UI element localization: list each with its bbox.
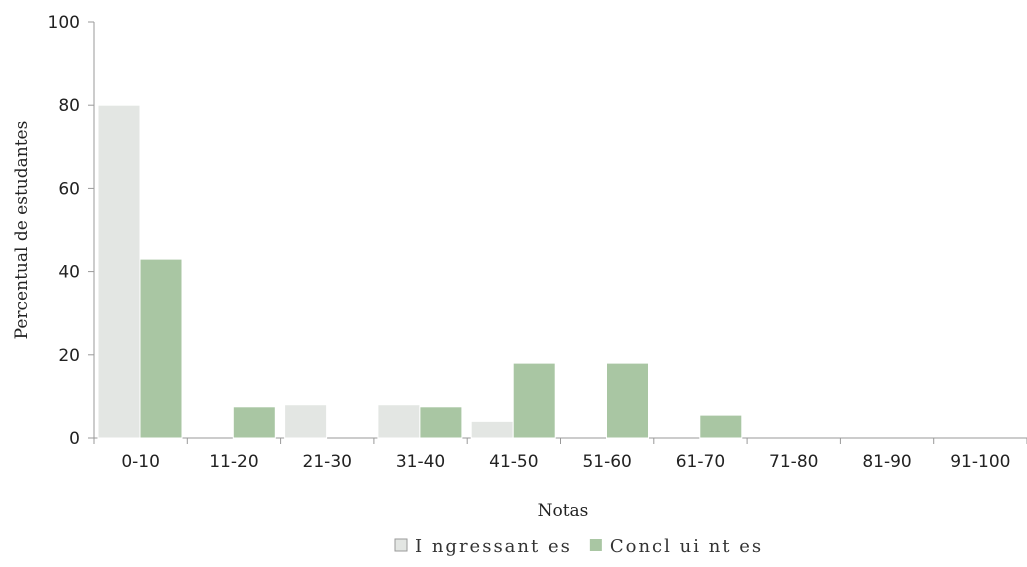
y-tick-label: 60	[58, 179, 80, 199]
x-tick-label: 51-60	[582, 452, 631, 472]
x-tick-label: 61-70	[676, 452, 725, 472]
bar-ingressantes-0-10	[97, 104, 141, 439]
x-tick-label: 21-30	[303, 452, 352, 472]
bars	[97, 104, 743, 439]
x-tick-label: 91-100	[950, 452, 1010, 472]
y-axis-title: Percentual de estudantes	[12, 121, 32, 340]
x-axis: 0-10 11-20 21-30 31-40 41-50 51-60 61-70 71-80 8…	[93, 437, 1027, 472]
legend-swatch-concluintes	[589, 539, 602, 551]
bar-ingressantes-31-40	[377, 404, 421, 439]
y-tick-label: 0	[69, 429, 80, 449]
bar-concluintes-11-20	[232, 406, 276, 439]
x-tick-label: 11-20	[209, 452, 258, 472]
y-tick-label: 40	[58, 263, 80, 283]
x-tick-label: 41-50	[489, 452, 538, 472]
legend: I ngressant es Concl ui nt es	[394, 536, 763, 557]
y-tick-label: 20	[58, 346, 80, 366]
bar-concluintes-31-40	[419, 406, 463, 439]
bar-concluintes-61-70	[699, 414, 743, 439]
x-tick-label: 0-10	[121, 452, 160, 472]
y-tick-label: 100	[48, 13, 80, 33]
legend-swatch-ingressantes	[394, 538, 408, 552]
bar-ingressantes-41-50	[470, 420, 514, 439]
x-tick-label: 81-90	[862, 452, 911, 472]
y-tick-label: 80	[58, 96, 80, 116]
bar-concluintes-41-50	[512, 362, 556, 439]
x-tick-label: 31-40	[396, 452, 445, 472]
legend-label-concluintes: Concl ui nt es	[610, 536, 763, 557]
y-axis: 0 20 40 60 80 100	[48, 13, 95, 449]
x-tick-label: 71-80	[769, 452, 818, 472]
bar-concluintes-0-10	[139, 258, 183, 439]
bar-concluintes-51-60	[606, 362, 649, 439]
x-axis-title: Notas	[538, 501, 589, 521]
bar-ingressantes-21-30	[284, 404, 328, 439]
legend-label-ingressantes: I ngressant es	[415, 536, 572, 557]
